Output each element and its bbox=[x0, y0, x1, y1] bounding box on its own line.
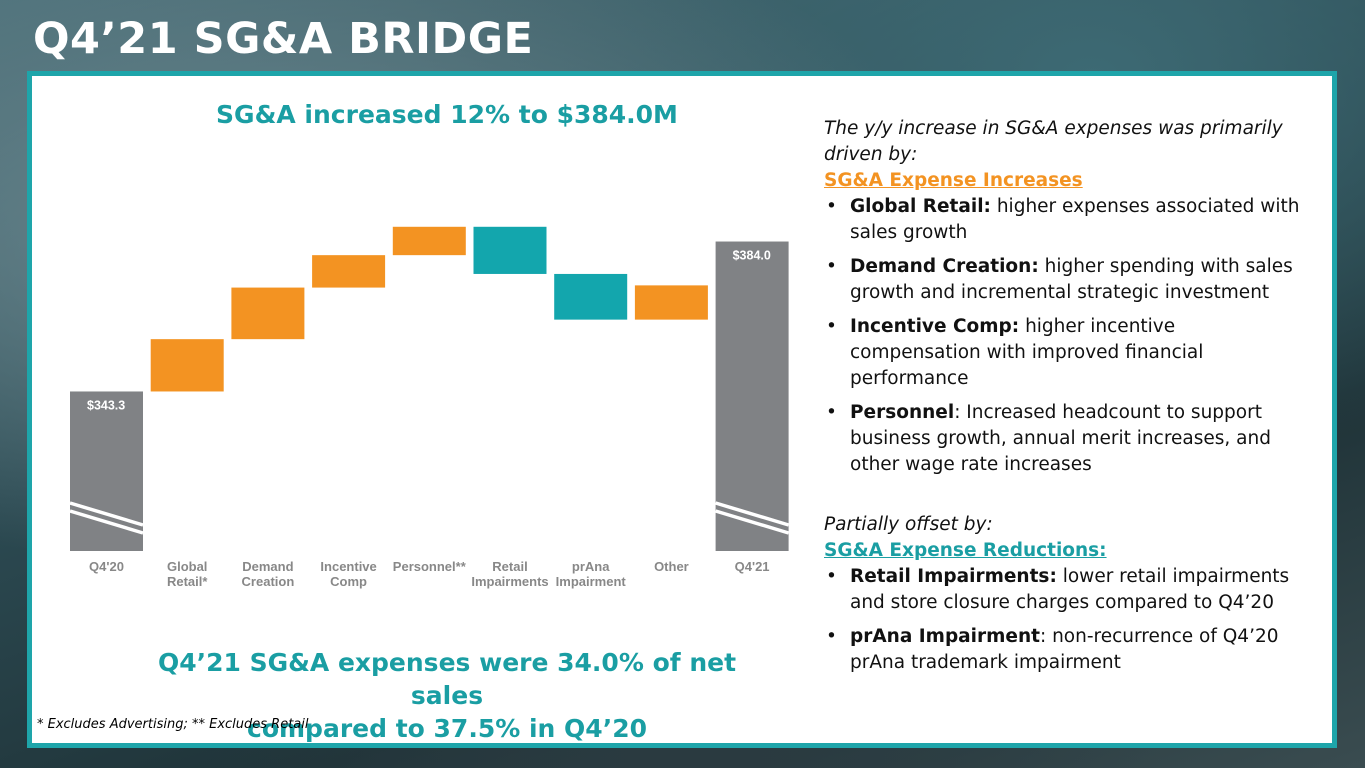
category-label: Q4'21 bbox=[735, 559, 770, 574]
list-item: prAna Impairment: non-recurrence of Q4’2… bbox=[824, 624, 1304, 676]
bar-decrease bbox=[554, 273, 628, 320]
category-label: Retail bbox=[492, 559, 527, 574]
commentary: The y/y increase in SG&A expenses was pr… bbox=[824, 116, 1304, 684]
list-item: Incentive Comp: higher incentive compens… bbox=[824, 314, 1304, 392]
offset-intro: Partially offset by: bbox=[824, 514, 993, 535]
list-item: Demand Creation: higher spending with sa… bbox=[824, 254, 1304, 306]
reductions-heading: SG&A Expense Reductions: bbox=[824, 540, 1107, 561]
bar-increase bbox=[312, 255, 386, 288]
category-label: Personnel** bbox=[393, 559, 467, 574]
bar-increase bbox=[231, 287, 305, 340]
category-label: Q4'20 bbox=[89, 559, 124, 574]
chart-headline: SG&A increased 12% to $384.0M bbox=[216, 100, 678, 129]
bar-total bbox=[715, 241, 789, 552]
category-label: Impairment bbox=[556, 574, 627, 589]
category-label: Comp bbox=[330, 574, 367, 589]
axis-break-line bbox=[715, 509, 790, 535]
category-label: Global bbox=[167, 559, 207, 574]
increases-list: Global Retail: higher expenses associate… bbox=[824, 194, 1304, 478]
page-title: Q4’21 SG&A BRIDGE bbox=[33, 14, 534, 64]
bar-increase bbox=[634, 285, 708, 320]
commentary-intro: The y/y increase in SG&A expenses was pr… bbox=[824, 118, 1283, 165]
increases-heading: SG&A Expense Increases bbox=[824, 170, 1083, 191]
data-label: $343.3 bbox=[87, 398, 125, 412]
category-label: Incentive bbox=[320, 559, 376, 574]
data-label: $384.0 bbox=[733, 249, 771, 263]
conclusion-line-2: compared to 37.5% in Q4’20 bbox=[247, 714, 647, 743]
category-label: Other bbox=[654, 559, 689, 574]
category-label: Impairments bbox=[471, 574, 548, 589]
footnote: * Excludes Advertising; ** Excludes Reta… bbox=[37, 717, 309, 732]
bar-increase bbox=[392, 226, 466, 256]
content-panel: SG&A increased 12% to $384.0M $343.3 Q4'2… bbox=[27, 71, 1337, 748]
axis-break-line bbox=[69, 509, 144, 535]
bar-decrease bbox=[473, 226, 547, 274]
category-label: Demand bbox=[242, 559, 293, 574]
axis-break-line bbox=[69, 501, 144, 527]
list-item: Global Retail: higher expenses associate… bbox=[824, 194, 1304, 246]
bar-increase bbox=[150, 339, 224, 392]
bar-total bbox=[70, 391, 143, 551]
list-item: Personnel: Increased headcount to suppor… bbox=[824, 400, 1304, 478]
conclusion-line-1: Q4’21 SG&A expenses were 34.0% of net sa… bbox=[157, 648, 737, 710]
category-label: Creation bbox=[242, 574, 295, 589]
conclusion-text: Q4’21 SG&A expenses were 34.0% of net sa… bbox=[127, 646, 767, 745]
category-label: Retail* bbox=[167, 574, 208, 589]
axis-break-line bbox=[715, 501, 790, 527]
reductions-list: Retail Impairments: lower retail impairm… bbox=[824, 564, 1304, 676]
category-label: prAna bbox=[572, 559, 610, 574]
list-item: Retail Impairments: lower retail impairm… bbox=[824, 564, 1304, 616]
